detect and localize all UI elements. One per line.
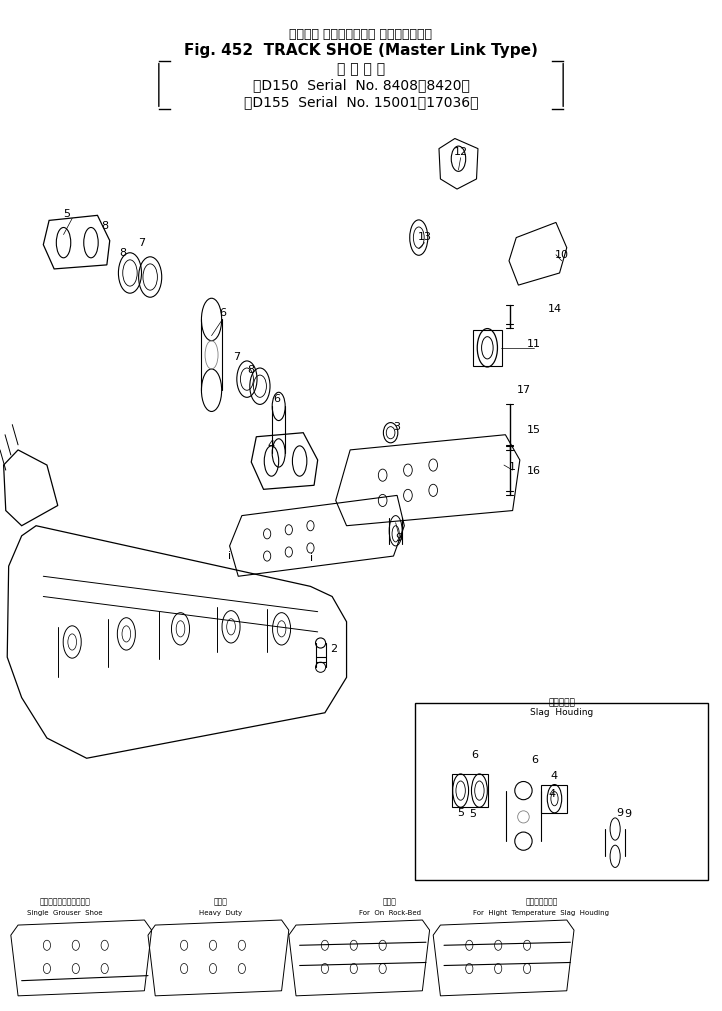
Text: 6: 6 [531, 755, 538, 765]
Text: Slag  Houding: Slag Houding [530, 709, 593, 717]
Text: 7: 7 [233, 352, 240, 362]
Text: 6: 6 [273, 394, 280, 404]
Text: （D150  Serial  No. 8408～8420）: （D150 Serial No. 8408～8420） [253, 78, 469, 92]
Text: 4: 4 [551, 771, 558, 782]
Text: Heavy  Duty: Heavy Duty [199, 910, 242, 916]
Text: 7: 7 [138, 238, 145, 248]
Text: 9: 9 [395, 533, 402, 543]
Bar [473, 330, 502, 366]
Text: （D155  Serial  No. 15001～17036）: （D155 Serial No. 15001～17036） [244, 95, 478, 109]
Text: 2: 2 [330, 644, 337, 654]
Text: 岩盤用: 岩盤用 [383, 898, 397, 906]
Text: 12: 12 [453, 147, 468, 157]
Text: 5: 5 [457, 808, 464, 818]
Text: 6: 6 [471, 750, 478, 760]
Text: 8: 8 [247, 365, 254, 375]
Text: For  Hight  Temperature  Slag  Houding: For Hight Temperature Slag Houding [474, 910, 609, 916]
Text: Fig. 452  TRACK SHOE (Master Link Type): Fig. 452 TRACK SHOE (Master Link Type) [184, 43, 538, 58]
Text: 11: 11 [527, 339, 542, 349]
Text: シングルグローサシュー: シングルグローサシュー [40, 898, 90, 906]
Text: 高温ノロ処置用: 高温ノロ処置用 [526, 898, 557, 906]
Bar [542, 785, 567, 813]
Text: 鷲化用: 鷲化用 [213, 898, 227, 906]
Text: 9: 9 [616, 808, 623, 818]
Text: 5: 5 [63, 209, 70, 219]
Text: 4: 4 [267, 440, 274, 450]
Text: i: i [228, 551, 231, 561]
Text: 8: 8 [119, 248, 126, 258]
Text: 適 用 号 機: 適 用 号 機 [337, 62, 385, 76]
Text: Single  Grouser  Shoe: Single Grouser Shoe [27, 910, 103, 916]
Text: 16: 16 [527, 466, 542, 476]
Text: 15: 15 [527, 425, 542, 435]
Text: 13: 13 [417, 232, 432, 242]
Text: 3: 3 [393, 422, 401, 432]
Text: For  On  Rock-Bed: For On Rock-Bed [359, 910, 421, 916]
Text: 14: 14 [547, 304, 562, 314]
Text: トラック シュー（マスタ リンクタイプ）: トラック シュー（マスタ リンクタイプ） [290, 28, 432, 40]
Text: 4: 4 [549, 789, 556, 799]
Text: 17: 17 [516, 385, 531, 395]
Text: 1: 1 [509, 462, 516, 472]
Bar [415, 703, 708, 880]
Bar [452, 774, 488, 807]
Text: 8: 8 [101, 221, 108, 232]
Text: 6: 6 [219, 308, 226, 318]
Text: ノロ処置用: ノロ処置用 [548, 699, 575, 707]
Text: 10: 10 [554, 250, 569, 260]
Text: 9: 9 [625, 809, 632, 819]
Text: 5: 5 [469, 809, 477, 819]
Text: i: i [310, 553, 313, 563]
